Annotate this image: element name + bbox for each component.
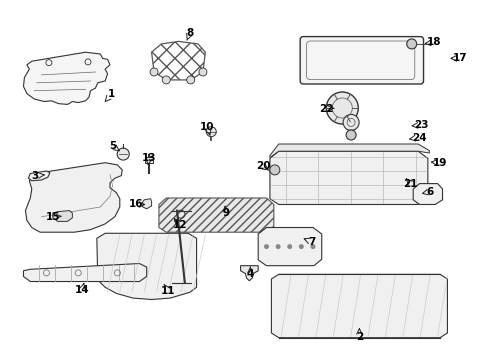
Text: 10: 10 (200, 122, 214, 132)
Text: 14: 14 (75, 285, 89, 295)
Text: 9: 9 (222, 208, 229, 218)
Polygon shape (269, 144, 428, 158)
Text: 22: 22 (319, 104, 333, 114)
Circle shape (298, 244, 303, 249)
Circle shape (406, 39, 416, 49)
Polygon shape (159, 198, 273, 232)
Circle shape (117, 148, 129, 160)
Text: 4: 4 (246, 269, 254, 279)
Text: 2: 2 (355, 332, 362, 342)
Polygon shape (258, 228, 321, 266)
Circle shape (199, 68, 206, 76)
Text: 7: 7 (307, 237, 315, 247)
Text: 21: 21 (403, 179, 417, 189)
Bar (145, 157, 153, 163)
Text: 1: 1 (108, 89, 115, 99)
Circle shape (186, 76, 194, 84)
Circle shape (346, 130, 355, 140)
Text: 24: 24 (411, 132, 426, 143)
Circle shape (269, 165, 279, 175)
Polygon shape (23, 52, 110, 104)
Circle shape (343, 114, 358, 130)
Polygon shape (23, 264, 146, 282)
Circle shape (310, 244, 315, 249)
Text: 3: 3 (32, 171, 39, 181)
Text: 12: 12 (172, 220, 187, 230)
Polygon shape (53, 211, 72, 221)
Text: 19: 19 (432, 158, 447, 168)
Text: 11: 11 (161, 286, 175, 296)
Polygon shape (269, 151, 427, 204)
Circle shape (150, 68, 158, 76)
Text: 18: 18 (426, 37, 441, 48)
Polygon shape (28, 171, 50, 181)
Circle shape (286, 244, 292, 249)
Polygon shape (412, 184, 442, 204)
Polygon shape (271, 274, 447, 338)
Polygon shape (25, 163, 122, 232)
Text: 23: 23 (413, 120, 428, 130)
Polygon shape (240, 266, 258, 281)
Circle shape (206, 127, 216, 137)
Circle shape (275, 244, 280, 249)
Circle shape (325, 92, 358, 124)
Text: 8: 8 (186, 28, 193, 38)
FancyBboxPatch shape (300, 37, 423, 84)
Circle shape (162, 76, 170, 84)
Text: 17: 17 (451, 53, 466, 63)
Polygon shape (97, 233, 196, 300)
Text: 6: 6 (426, 186, 433, 197)
Polygon shape (142, 199, 151, 209)
Text: 13: 13 (142, 153, 156, 163)
Text: 20: 20 (255, 161, 270, 171)
Text: 5: 5 (109, 141, 116, 151)
Circle shape (264, 244, 268, 249)
Text: 16: 16 (128, 199, 143, 210)
Text: 15: 15 (45, 212, 60, 222)
